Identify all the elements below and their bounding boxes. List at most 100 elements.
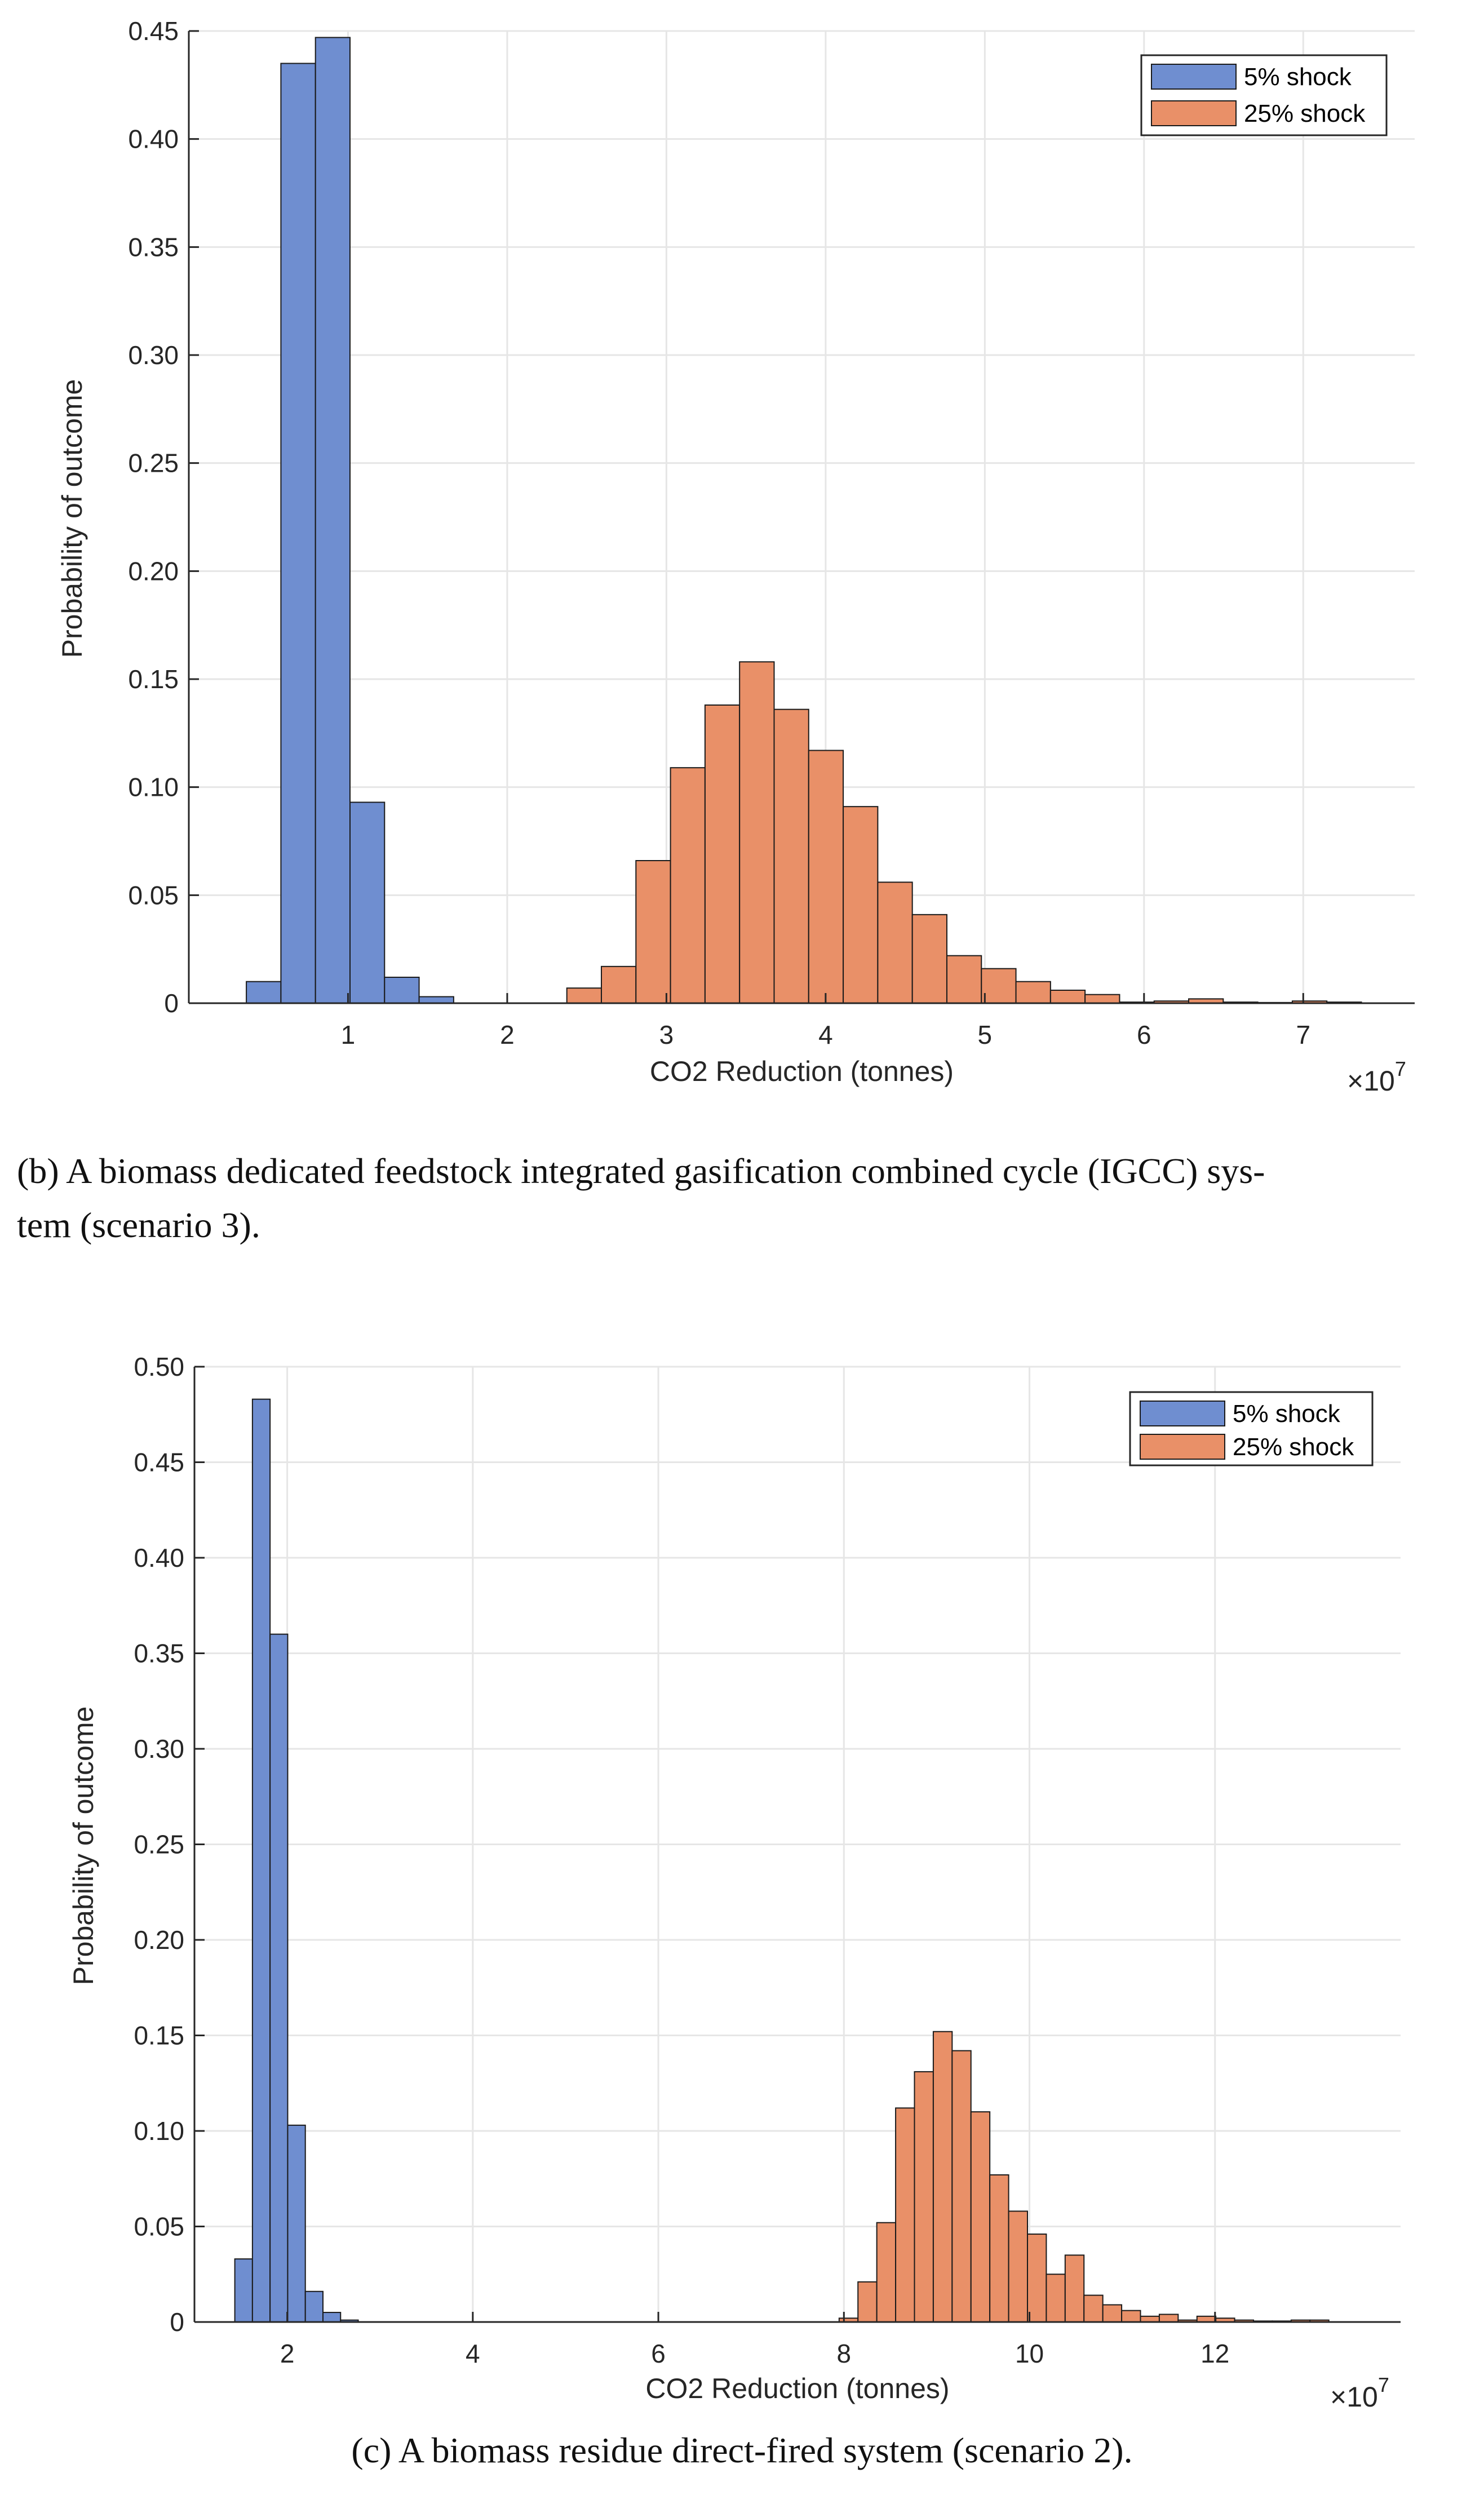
grid xyxy=(189,30,1415,1004)
grid xyxy=(194,1366,1401,2323)
histogram-bar xyxy=(970,2111,991,2323)
histogram-bar xyxy=(932,2031,953,2323)
histogram-bar xyxy=(635,860,671,1004)
histogram-bar xyxy=(946,955,982,1004)
histogram-bar xyxy=(1083,2294,1104,2323)
histogram-bar xyxy=(1102,2304,1123,2323)
series-five-percent xyxy=(234,1398,359,2323)
x-axis-exponent: ×107 xyxy=(1347,1057,1406,1097)
y-tick-label: 0 xyxy=(164,989,179,1018)
y-tick-label: 0.25 xyxy=(128,449,179,478)
histogram-bar xyxy=(876,2222,897,2323)
histogram-bar xyxy=(1196,2315,1217,2323)
legend-swatch xyxy=(1140,1401,1225,1426)
x-axis-label: CO2 Reduction (tonnes) xyxy=(650,1056,954,1087)
y-tick-label: 0.45 xyxy=(128,16,179,46)
x-axis-exponent-power: 7 xyxy=(1395,1057,1406,1080)
y-tick-label: 0.30 xyxy=(134,1734,184,1763)
x-axis-exponent-base: ×10 xyxy=(1347,1065,1395,1097)
y-tick-label: 0.20 xyxy=(128,556,179,586)
x-tick-label: 3 xyxy=(659,1020,674,1049)
histogram-bar xyxy=(1008,2210,1028,2323)
histogram-bar xyxy=(304,2290,324,2323)
y-tick-label: 0.25 xyxy=(134,1830,184,1859)
histogram-bar xyxy=(566,987,603,1004)
histogram-bar xyxy=(349,801,386,1004)
histogram-bar xyxy=(601,965,637,1004)
y-tick-label: 0.10 xyxy=(128,773,179,802)
y-tick-label: 0.05 xyxy=(128,880,179,910)
legend-swatch xyxy=(1151,100,1237,126)
y-tick-label: 0.50 xyxy=(134,1352,184,1381)
histogram-bar xyxy=(1015,981,1051,1004)
y-tick-label: 0.45 xyxy=(134,1448,184,1477)
histogram-bar xyxy=(1049,990,1086,1004)
x-axis-exponent: ×107 xyxy=(1330,2373,1389,2413)
histogram-bar xyxy=(269,1633,289,2323)
y-tick-label: 0.30 xyxy=(128,340,179,370)
chart-c: 2 4 6 8 10 12 0 0.05 0.10 0.15 0.20 0.25 0.30 0.35 0.4… xyxy=(68,1352,1401,2413)
histogram-bar xyxy=(857,2281,878,2323)
histogram-bar xyxy=(251,1398,271,2323)
x-tick-label: 10 xyxy=(1015,2339,1044,2368)
x-tick-label: 5 xyxy=(978,1020,993,1049)
histogram-bar xyxy=(246,981,282,1004)
histogram-bar xyxy=(1046,2274,1066,2323)
y-tick-label: 0.15 xyxy=(134,2021,184,2050)
caption-b-line1: (b) A biomass dedicated feedstock integr… xyxy=(17,1151,1265,1191)
y-tick-label: 0 xyxy=(170,2307,184,2337)
y-tick-label: 0.15 xyxy=(128,664,179,694)
histogram-bar xyxy=(739,661,775,1004)
histogram-bar xyxy=(322,2312,342,2323)
histogram-bar xyxy=(843,806,879,1004)
legend-label: 25% shock xyxy=(1244,100,1366,127)
histogram-bar xyxy=(704,704,741,1004)
histogram-bar xyxy=(895,2107,915,2323)
series-twenty-five-percent xyxy=(838,2031,1330,2323)
histogram-bar xyxy=(1158,2314,1179,2323)
caption-b: (b) A biomass dedicated feedstock integr… xyxy=(17,1144,1471,1252)
caption-b-line2: tem (scenario 3). xyxy=(17,1205,260,1245)
histogram-bar xyxy=(384,977,420,1004)
x-axis-exponent-base: ×10 xyxy=(1330,2381,1378,2413)
histogram-bar xyxy=(989,2174,1009,2323)
series-twenty-five-percent xyxy=(566,661,1362,1004)
y-tick-label: 0.05 xyxy=(134,2212,184,2241)
histogram-bar xyxy=(1064,2254,1085,2323)
x-axis-label: CO2 Reduction (tonnes) xyxy=(645,2373,949,2404)
histogram-bar xyxy=(1026,2234,1047,2323)
legend-label: 5% shock xyxy=(1244,63,1352,91)
legend-swatch xyxy=(1151,64,1237,90)
series-five-percent xyxy=(246,37,454,1004)
legend: 5% shock 25% shock xyxy=(1129,1391,1374,1466)
x-axis-exponent-power: 7 xyxy=(1378,2373,1389,2396)
y-tick-label: 0.35 xyxy=(134,1639,184,1668)
x-tick-label: 2 xyxy=(500,1020,515,1049)
y-tick-label: 0.35 xyxy=(128,232,179,262)
histogram-bar xyxy=(418,996,454,1004)
caption-c: (c) A biomass residue direct-fired syste… xyxy=(351,2430,1133,2470)
histogram-bar xyxy=(314,37,351,1004)
x-tick-label: 7 xyxy=(1296,1020,1310,1049)
x-tick-label: 12 xyxy=(1201,2339,1229,2368)
histogram-bar xyxy=(911,914,947,1004)
histogram-bar xyxy=(914,2071,934,2323)
y-tick-label: 0.40 xyxy=(128,125,179,154)
x-tick-label: 6 xyxy=(651,2339,666,2368)
histogram-bar xyxy=(773,708,809,1004)
histogram-bar xyxy=(670,767,706,1004)
y-tick-label: 0.10 xyxy=(134,2116,184,2146)
histogram-bar xyxy=(234,2258,253,2323)
histogram-bar xyxy=(1140,2315,1160,2323)
legend-label: 25% shock xyxy=(1233,1433,1354,1461)
histogram-bar xyxy=(287,2124,306,2323)
y-tick-label: 0.20 xyxy=(134,1925,184,1955)
histogram-bar xyxy=(280,63,316,1004)
x-tick-label: 2 xyxy=(280,2339,295,2368)
histogram-bar xyxy=(877,881,913,1004)
x-tick-label: 6 xyxy=(1137,1020,1151,1049)
x-tick-label: 4 xyxy=(818,1020,833,1049)
histogram-bar xyxy=(1084,994,1120,1004)
y-axis-label: Probability of outcome xyxy=(68,1707,99,1986)
